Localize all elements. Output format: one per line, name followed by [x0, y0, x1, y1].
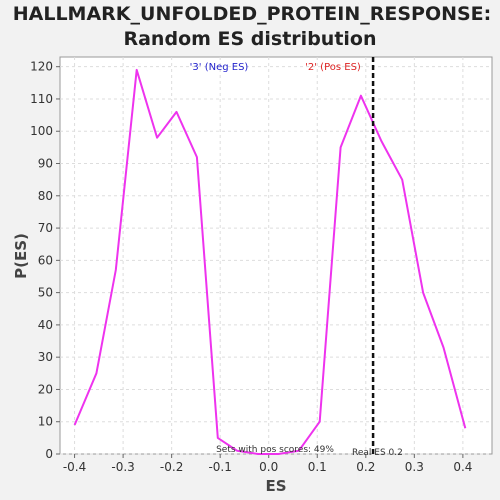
x-tick-label: 0.2	[356, 460, 375, 474]
x-tick-label: -0.3	[111, 460, 134, 474]
y-tick-label: 90	[38, 157, 53, 171]
y-tick-label: 50	[38, 286, 53, 300]
grid	[60, 57, 492, 455]
y-tick-label: 80	[38, 189, 53, 203]
y-tick-label: 20	[38, 382, 53, 396]
y-tick-label: 0	[45, 447, 53, 461]
y-tick-label: 30	[38, 350, 53, 364]
plot-area	[59, 56, 493, 455]
series-line	[73, 68, 467, 455]
series-layer	[73, 68, 467, 455]
x-tick-label: 0.1	[308, 460, 327, 474]
y-tick-label: 60	[38, 253, 53, 267]
chart-title-line1: HALLMARK_UNFOLDED_PROTEIN_RESPONSE:	[13, 3, 492, 25]
axes: 0 10 20 30 40 50 60 70 80 90 100 110 120 -0.4 -0.3 -0.2…	[30, 60, 472, 474]
x-tick-label: 0.0	[259, 460, 278, 474]
y-tick-label: 40	[38, 318, 53, 332]
chart-title-line2: Random ES distribution	[123, 28, 376, 50]
x-tick-label: -0.1	[208, 460, 231, 474]
y-tick-label: 110	[30, 92, 53, 106]
real-es-annotation: Real ES 0.2	[352, 448, 403, 458]
y-tick-label: 10	[38, 415, 53, 429]
neg-es-label: '3' (Neg ES)	[190, 62, 249, 73]
y-tick-label: 100	[30, 124, 53, 138]
x-axis-title: ES	[265, 477, 286, 495]
x-tick-label: -0.2	[160, 460, 183, 474]
x-tick-label: -0.4	[63, 460, 86, 474]
y-tick-label: 70	[38, 221, 53, 235]
x-tick-label: 0.3	[405, 460, 424, 474]
y-tick-label: 120	[30, 60, 53, 74]
pos-scores-annotation: Sets with pos scores: 49%	[216, 445, 334, 455]
y-axis-title: P(ES)	[12, 233, 30, 279]
x-tick-label: 0.4	[453, 460, 472, 474]
pos-es-label: '2' (Pos ES)	[305, 62, 361, 73]
